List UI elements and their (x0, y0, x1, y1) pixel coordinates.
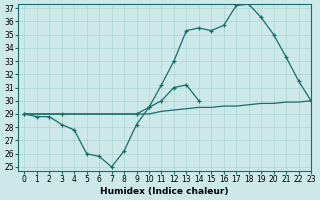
X-axis label: Humidex (Indice chaleur): Humidex (Indice chaleur) (100, 187, 229, 196)
